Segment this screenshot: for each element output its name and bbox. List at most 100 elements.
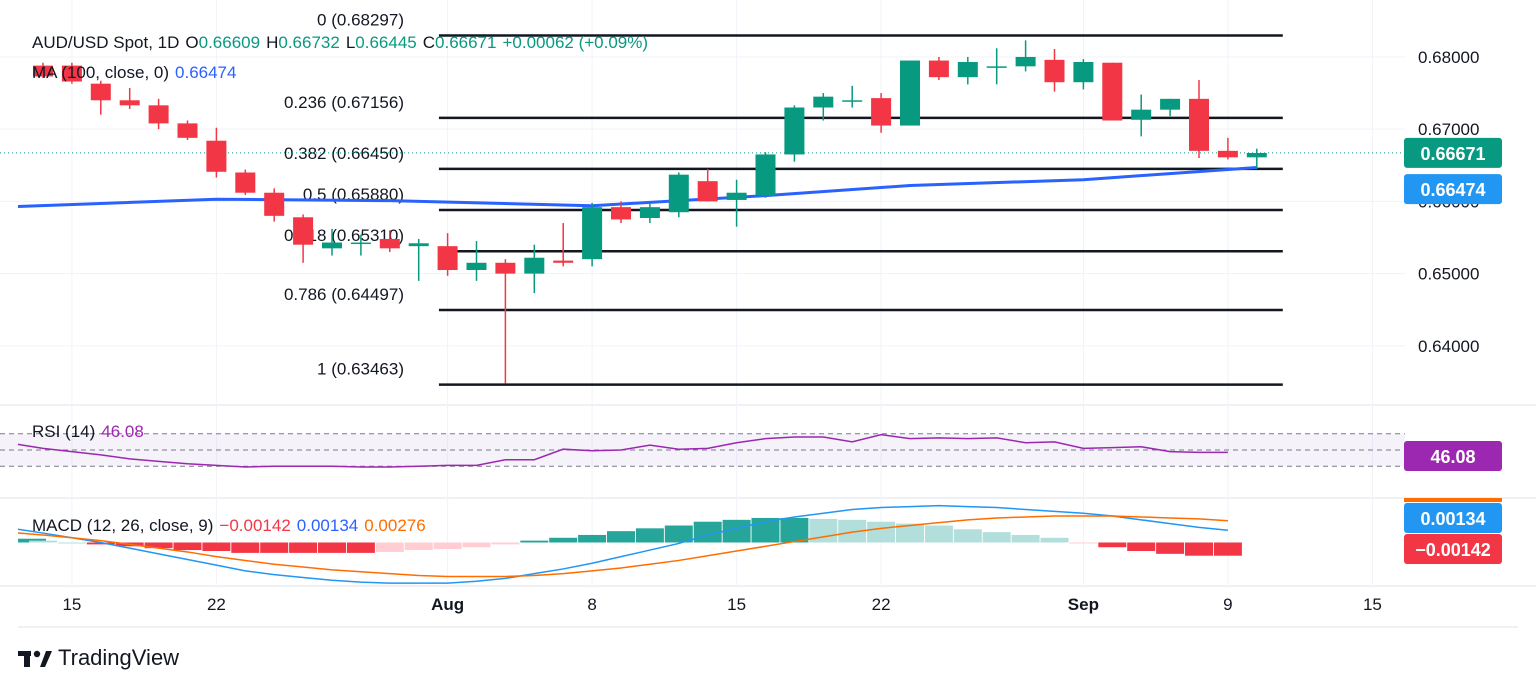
bear-candle [495,259,516,384]
bear-candle [611,201,631,224]
ma100-line [17,165,1257,208]
bear-candle [928,56,949,81]
candle-body [842,100,863,102]
candle-body [264,192,285,216]
candle-body [726,192,747,200]
bear-candle [235,169,256,195]
bull-candle [466,241,487,281]
macd-histogram-bar [838,519,867,543]
bull-candle [524,244,545,294]
bull-candle [813,93,834,121]
candle-body [755,154,776,196]
bull-candle [1246,148,1267,169]
tradingview-branding[interactable]: TradingView [18,645,179,671]
macd-histogram-bar [1127,542,1156,551]
macd-histogram-bar [1040,537,1069,543]
fib-level-label: 0 (0.68297) [317,10,404,29]
macd-histogram-bar [289,542,318,553]
macd-histogram-bar [433,542,462,550]
candle-body [1131,109,1152,120]
price-tick-label: 0.65000 [1418,265,1479,284]
tradingview-logo-icon [18,650,52,667]
macd-histogram-bar [520,540,549,543]
candle-body [1189,98,1209,151]
macd-histogram-bar [1011,534,1040,543]
macd-histogram-bar [867,521,896,543]
ma-legend-label: MA (100, close, 0) [32,63,170,82]
candle-body [871,98,892,126]
candle-body [466,262,487,270]
candle-body [293,217,314,245]
bear-candle [61,62,82,84]
ma-legend[interactable]: MA (100, close, 0) 0.66474 [32,63,242,83]
macd-histogram-bar [896,523,924,543]
macd-legend[interactable]: MACD (12, 26, close, 9) −0.00142 0.00134 0.… [32,516,432,536]
macd-histogram-bar [346,542,375,553]
candle-body [408,243,429,247]
bull-candle [1131,94,1152,137]
rsi-legend[interactable]: RSI (14) 46.08 [32,422,150,442]
candle-body [611,207,631,220]
macd-line [17,504,1228,584]
macd-histogram-bar [86,542,115,545]
macd-histogram-bar [549,537,578,543]
candle-body [1246,153,1267,158]
rsi-value-tag-bg [1404,441,1502,471]
macd-histogram-bar [1156,542,1185,554]
high-label: H [266,33,279,52]
macd-histogram-bar [404,542,433,551]
macd-value-tag-bg [1404,503,1502,533]
bull-candle [726,179,747,227]
macd-legend-macd: 0.00134 [296,516,359,535]
bull-candle [350,234,371,256]
candle-body [495,262,516,274]
candle-body [61,65,82,82]
macd-histogram-bar [202,542,231,551]
macd-histogram-bar [260,542,289,553]
macd-histogram-bar [607,531,635,543]
bull-candle [900,60,920,126]
macd-hist-tag-bg [1404,534,1502,564]
candle-body [1015,56,1036,67]
candle-body [813,96,834,108]
candle-body [553,260,574,263]
bear-candle [1217,137,1238,160]
macd-histogram-bar [982,532,1011,543]
close-label: C [422,33,436,52]
candle-body [1160,98,1181,110]
candle-body [235,172,256,193]
bull-candle [784,105,805,162]
candle-body [119,100,140,106]
bull-candle [639,202,660,224]
candle-body [1217,150,1238,158]
time-tick-label: 22 [207,595,226,614]
bull-candle [957,56,978,85]
fib-level-label: 0.618 (0.65310) [284,226,404,245]
candle-body [668,174,689,213]
bear-candle [379,230,400,252]
bear-candle [871,93,892,133]
bull-candle [1160,98,1181,117]
candle-body [350,242,371,245]
time-tick-label: 22 [872,595,891,614]
last-price-tag: 0.66671 [1420,144,1485,164]
price-tick-label: 0.67000 [1418,120,1479,139]
close-value: 0.66671 [435,33,497,52]
fib-level-label: 0.236 (0.67156) [284,93,404,112]
candle-body [379,238,400,249]
ma-price-tag: 0.66474 [1420,180,1485,200]
change-value: +0.00062 (+0.09%) [502,33,649,52]
open-label: O [185,33,199,52]
bear-candle [1044,49,1065,92]
bear-candle [177,120,198,140]
time-tick-label: 9 [1223,595,1232,614]
macd-histogram-bar [375,542,404,552]
macd-histogram-bar [173,542,202,551]
candle-body [524,257,545,274]
time-tick-label: 15 [62,595,81,614]
candle-body [1073,62,1094,83]
time-tick-label: Aug [431,595,464,614]
macd-histogram-bar [1069,542,1098,544]
macd-legend-label: MACD (12, 26, close, 9) [32,516,214,535]
